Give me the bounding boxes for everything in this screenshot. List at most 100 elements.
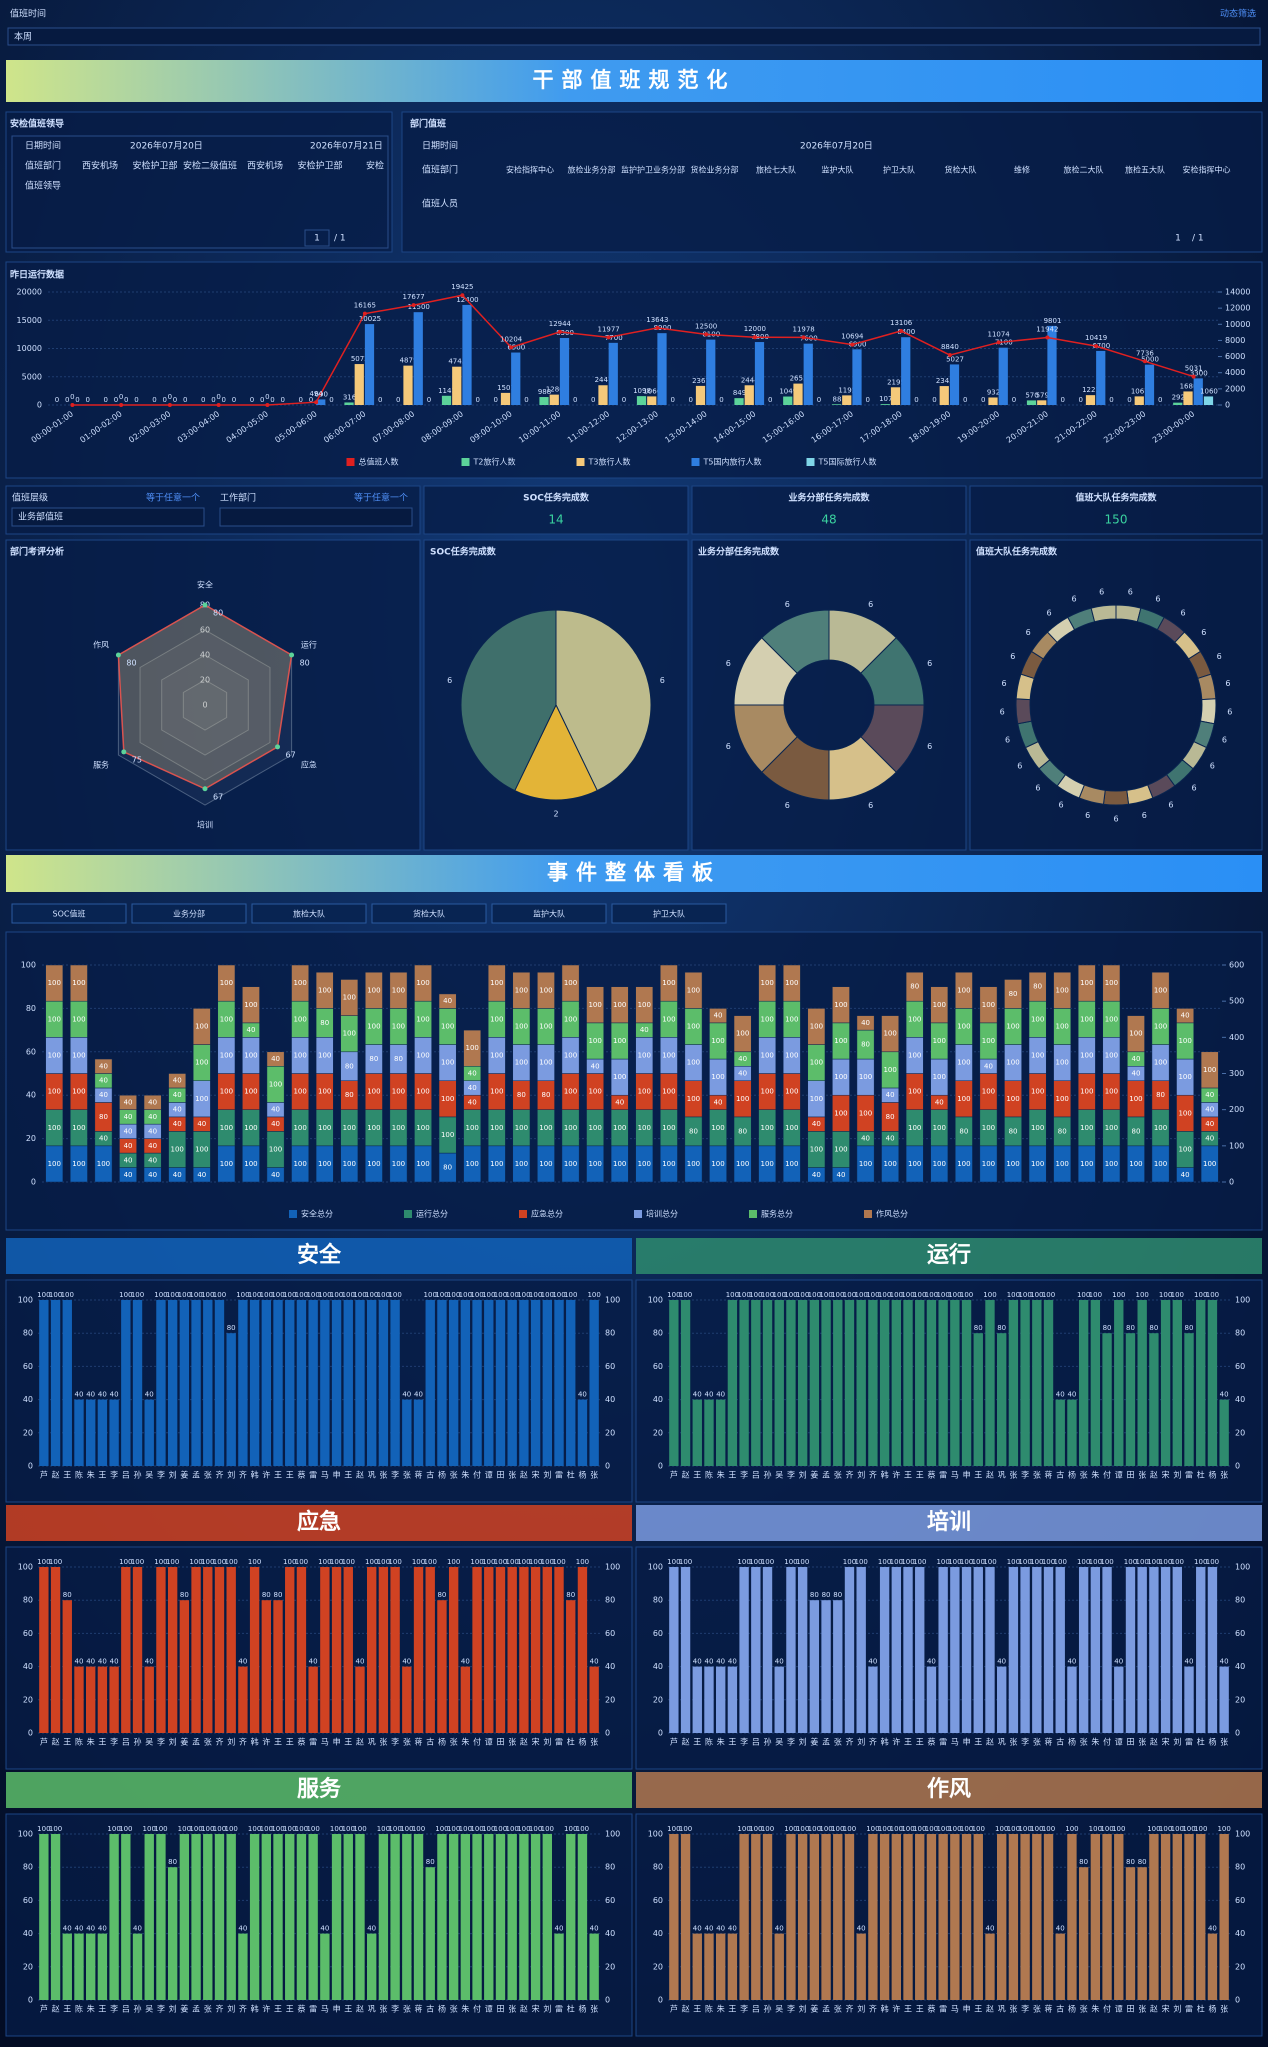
y-tick-label: 20 [605, 1962, 615, 1971]
bar-label: 100 [948, 1558, 961, 1566]
bar-label: 100 [306, 1825, 319, 1833]
bar [751, 1300, 761, 1466]
tab[interactable] [131, 903, 247, 924]
x-tick-label: 韩 [251, 1737, 259, 1747]
bar-label: 100 [936, 1291, 949, 1299]
x-tick-label: 芦 [670, 1737, 678, 1747]
tab[interactable] [371, 903, 487, 924]
tab[interactable] [611, 903, 727, 924]
dept: 安检指挥中心 [506, 165, 554, 175]
bar-label: 100 [995, 1825, 1008, 1833]
panel [5, 539, 421, 851]
bar [985, 1567, 995, 1733]
bar-segment [1053, 971, 1072, 1009]
x-tick-label: 许 [262, 2004, 270, 2014]
bar-label: 100 [960, 1291, 973, 1299]
bar [1160, 1834, 1171, 2000]
segment-label: 100 [48, 979, 61, 987]
bar [484, 1567, 494, 1733]
bar-label: 100 [271, 1291, 284, 1299]
bar-label: 100 [576, 1558, 589, 1566]
bar-segment [930, 986, 949, 1024]
slice-label: 6 [1217, 652, 1222, 661]
bar-label: 40 [75, 1658, 84, 1666]
point-label: 11074 [987, 330, 1010, 338]
y-tick-label: 0 [658, 1462, 663, 1471]
x-tick-label: 齐 [845, 1737, 853, 1747]
segment-label: 80 [1033, 983, 1042, 991]
bar [844, 1834, 855, 2000]
bar-label: 100 [749, 1291, 762, 1299]
x-tick-label: 王 [63, 1471, 71, 1480]
select-box[interactable] [7, 27, 1261, 46]
x-tick-label: 张 [450, 2005, 458, 2014]
point-label: 11977 [597, 325, 619, 333]
segment-label: 100 [785, 979, 798, 987]
bar [39, 1567, 49, 1733]
segment-label: 40 [468, 1070, 477, 1078]
bar [589, 1666, 599, 1733]
bar [530, 1300, 541, 1466]
bar-label: 100 [271, 1825, 284, 1833]
bar-label: 100 [1007, 1558, 1020, 1566]
bar [273, 1300, 283, 1466]
segment-label: 40 [935, 1098, 944, 1106]
bar [132, 1933, 143, 2000]
x-tick-label: 王 [98, 2005, 106, 2014]
segment-label: 40 [861, 1019, 870, 1027]
bar-label: 1221 [1082, 386, 1100, 394]
bar-label: 40 [997, 1658, 1006, 1666]
bar-label: 0 [768, 396, 772, 404]
x-tick-label: 张 [1220, 2005, 1228, 2014]
x-tick-label: 雷 [309, 1471, 317, 1480]
bar [261, 1600, 271, 1733]
select-box[interactable] [219, 507, 413, 527]
x-tick-label: 王 [274, 2005, 282, 2014]
segment-label: 100 [490, 1088, 503, 1096]
bar [156, 1834, 166, 2000]
segment-label: 100 [687, 1022, 700, 1030]
segment-label: 80 [886, 1113, 895, 1121]
bar [203, 1567, 213, 1733]
x-tick-label: 谭 [485, 1738, 493, 1747]
bar [39, 1834, 49, 2000]
bar-label: 100 [37, 1558, 50, 1566]
bar [549, 394, 559, 405]
bar-segment [1151, 971, 1170, 1009]
segment-label: 40 [468, 1084, 477, 1092]
y-tick-label: 80 [23, 1596, 33, 1605]
bar-label: 100 [447, 1825, 460, 1833]
bar-label: 40 [716, 1925, 725, 1933]
bar-label: 1066 [643, 387, 661, 395]
page-box[interactable] [304, 229, 330, 247]
bar-label: 0 [1158, 396, 1162, 404]
x-tick-label: 齐 [215, 1470, 223, 1480]
bar-label: 100 [213, 1825, 226, 1833]
bar-label: 40 [145, 1391, 154, 1399]
y-tick-label: 100 [1235, 1296, 1250, 1305]
x-tick-label: 李 [157, 2004, 165, 2014]
tab[interactable] [251, 903, 367, 924]
point-label: 8840 [941, 343, 959, 351]
segment-label: 40 [173, 1106, 182, 1114]
legend-swatch [634, 1210, 642, 1218]
tab[interactable] [11, 903, 127, 924]
bar [50, 1834, 61, 2000]
x-tick-label: 朱 [87, 2004, 95, 2014]
segment-label: 80 [1156, 1091, 1165, 1099]
filter-op: 等于任意一个 [146, 492, 200, 504]
bar-label: 100 [1194, 1825, 1207, 1833]
slice [1090, 604, 1117, 623]
bar [692, 1399, 702, 1466]
bar-label: 40 [857, 1925, 866, 1933]
segment-label: 100 [1056, 1160, 1069, 1168]
bar-label: 40 [986, 1925, 995, 1933]
bar [437, 1300, 447, 1466]
select-box[interactable] [11, 507, 205, 527]
tab[interactable] [491, 903, 607, 924]
dept: 货检业务分部 [691, 165, 739, 175]
y-tick-label: 40 [23, 1395, 33, 1404]
segment-label: 40 [443, 997, 452, 1005]
segment-label: 80 [1058, 1127, 1067, 1135]
